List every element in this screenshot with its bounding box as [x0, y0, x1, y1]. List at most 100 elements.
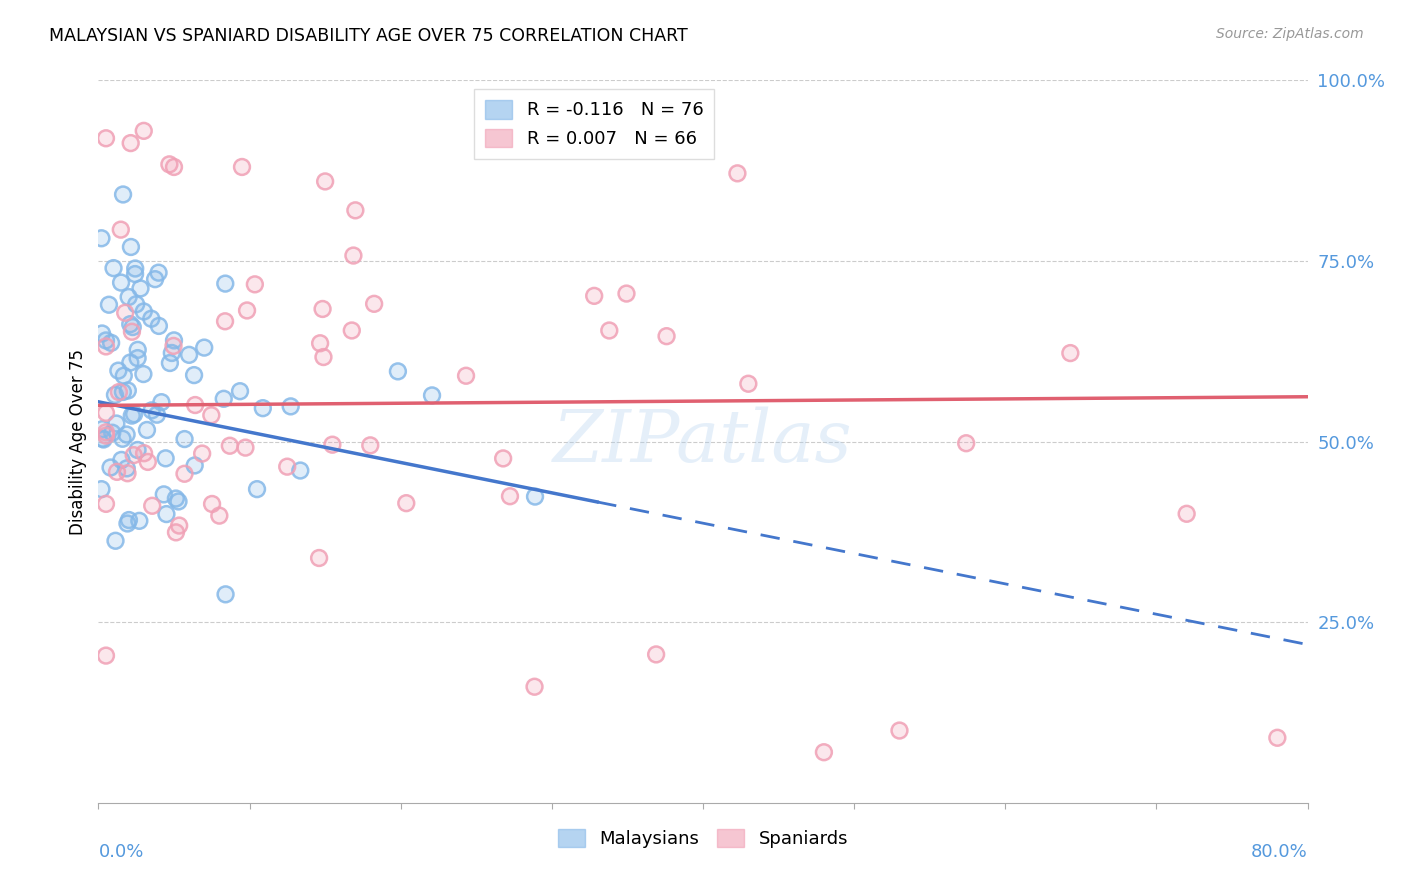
- Point: [100, 335, 122, 350]
- Point: [104, 533, 127, 548]
- Point: [127, 351, 149, 365]
- Point: [344, 203, 367, 218]
- Point: [117, 384, 139, 398]
- Point: [155, 507, 177, 521]
- Point: [110, 453, 132, 467]
- Legend: Malaysians, Spaniards: Malaysians, Spaniards: [551, 822, 855, 855]
- Point: [616, 286, 638, 301]
- Point: [155, 507, 177, 521]
- Point: [124, 267, 146, 281]
- Point: [160, 346, 183, 360]
- Point: [148, 318, 170, 333]
- Point: [90, 482, 112, 496]
- Point: [120, 136, 142, 150]
- Point: [243, 277, 266, 292]
- Point: [117, 467, 139, 481]
- Point: [121, 325, 143, 339]
- Point: [94, 334, 117, 348]
- Point: [167, 518, 190, 533]
- Point: [454, 368, 477, 383]
- Point: [150, 395, 173, 409]
- Point: [117, 467, 139, 481]
- Point: [155, 451, 177, 466]
- Point: [163, 160, 186, 174]
- Point: [312, 350, 335, 364]
- Point: [214, 277, 236, 291]
- Point: [359, 438, 381, 452]
- Point: [90, 231, 112, 245]
- Point: [105, 417, 128, 431]
- Point: [94, 648, 117, 663]
- Point: [218, 439, 240, 453]
- Point: [118, 290, 141, 304]
- Point: [340, 323, 363, 337]
- Point: [340, 323, 363, 337]
- Point: [165, 491, 187, 506]
- Point: [246, 482, 269, 496]
- Point: [112, 368, 135, 383]
- Point: [598, 324, 620, 338]
- Point: [167, 494, 190, 508]
- Point: [162, 339, 184, 353]
- Point: [91, 326, 114, 341]
- Point: [94, 425, 117, 440]
- Point: [342, 248, 364, 262]
- Point: [94, 131, 117, 145]
- Point: [312, 350, 335, 364]
- Point: [105, 465, 128, 479]
- Point: [120, 136, 142, 150]
- Point: [342, 248, 364, 262]
- Point: [124, 267, 146, 281]
- Text: MALAYSIAN VS SPANIARD DISABILITY AGE OVER 75 CORRELATION CHART: MALAYSIAN VS SPANIARD DISABILITY AGE OVE…: [49, 27, 688, 45]
- Point: [165, 525, 187, 540]
- Point: [141, 311, 163, 326]
- Point: [395, 496, 418, 510]
- Point: [141, 499, 163, 513]
- Point: [121, 320, 143, 334]
- Point: [359, 438, 381, 452]
- Point: [132, 304, 155, 318]
- Point: [231, 160, 253, 174]
- Point: [229, 384, 252, 399]
- Point: [725, 166, 748, 180]
- Point: [91, 326, 114, 341]
- Point: [276, 459, 298, 474]
- Point: [120, 240, 142, 254]
- Point: [104, 533, 127, 548]
- Point: [110, 453, 132, 467]
- Point: [214, 314, 236, 328]
- Point: [454, 368, 477, 383]
- Point: [112, 368, 135, 383]
- Point: [91, 432, 114, 446]
- Point: [117, 516, 139, 531]
- Point: [148, 266, 170, 280]
- Point: [108, 385, 131, 400]
- Point: [193, 341, 215, 355]
- Point: [110, 276, 132, 290]
- Point: [208, 508, 231, 523]
- Point: [94, 406, 117, 420]
- Point: [321, 438, 343, 452]
- Point: [655, 329, 678, 343]
- Point: [163, 160, 186, 174]
- Point: [212, 392, 235, 406]
- Point: [311, 301, 333, 316]
- Point: [314, 174, 336, 188]
- Point: [107, 364, 129, 378]
- Point: [737, 376, 759, 391]
- Point: [93, 433, 115, 447]
- Point: [252, 401, 274, 416]
- Point: [214, 277, 236, 291]
- Point: [499, 489, 522, 503]
- Point: [90, 231, 112, 245]
- Point: [214, 587, 236, 601]
- Point: [165, 491, 187, 506]
- Point: [136, 423, 159, 437]
- Point: [110, 276, 132, 290]
- Point: [146, 408, 169, 422]
- Point: [132, 367, 155, 381]
- Point: [252, 401, 274, 416]
- Point: [148, 318, 170, 333]
- Point: [889, 723, 911, 738]
- Point: [955, 436, 977, 450]
